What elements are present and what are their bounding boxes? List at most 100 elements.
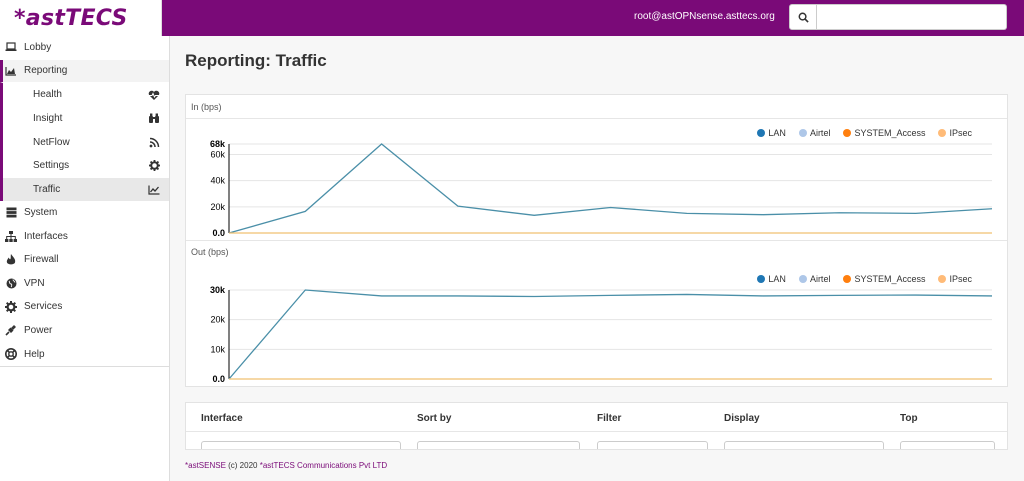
heartbeat-icon [148,89,160,101]
legend-dot [843,275,852,283]
legend-label: Airtel [809,274,831,284]
y-tick-label: 0.0 [212,374,225,384]
legend-item-airtel[interactable]: Airtel [798,128,831,138]
area-chart-icon [5,65,17,77]
sidebar-item-health[interactable]: Health [0,83,169,107]
sidebar-item-label: Traffic [33,183,61,195]
sidebar-item-label: System [24,206,58,218]
user-email-link[interactable]: root@astOPNsense.asttecs.org [634,11,775,22]
legend-item-ipsec[interactable]: IPsec [938,128,972,138]
search-input[interactable] [817,4,1007,30]
series-line-lan [228,289,993,380]
legend-dot [798,275,807,283]
sidebar-item-label: Firewall [24,254,59,266]
y-tick-label: 20k [210,202,225,212]
series-line-lan [228,143,993,234]
filter-header-top: Top [900,413,918,424]
y-tick-label: 40k [210,176,225,186]
legend-dot [938,129,947,137]
sidebar-item-help[interactable]: Help [0,343,169,367]
sidebar-item-power[interactable]: Power [0,319,169,343]
life-ring-icon [5,348,17,361]
legend-item-system-access[interactable]: SYSTEM_Access [843,274,925,284]
out-traffic-chart: 0.0 10k 20k 30k [210,285,993,384]
sidebar-item-firewall[interactable]: Firewall [0,248,169,272]
sidebar-item-label: Insight [33,113,63,125]
footer-company-link[interactable]: *astTECS Communications Pvt LTD [259,461,388,470]
search-button[interactable] [789,4,817,30]
logo[interactable]: *astTECS [0,0,162,36]
sidebar-item-services[interactable]: Services [0,296,169,320]
y-tick-label: 68k [210,139,226,149]
top-header: *astTECS root@astOPNsense.asttecs.org [0,0,1024,36]
out-chart-label: Out (bps) [191,247,229,257]
binoculars-icon [148,113,160,125]
filter-input[interactable] [597,441,708,449]
legend-label: Airtel [809,128,831,138]
legend-dot [757,275,766,283]
logo-text: *astTECS [14,5,128,31]
y-tick-label: 30k [210,285,226,295]
y-tick-label: 20k [210,315,225,325]
display-select[interactable] [724,441,884,449]
sidebar-item-netflow[interactable]: NetFlow [0,130,169,154]
in-chart-legend: LAN Airtel SYSTEM_Access IPsec [744,128,972,138]
legend-item-ipsec[interactable]: IPsec [938,274,972,284]
fire-icon [5,253,17,266]
globe-icon [5,277,17,289]
sidebar-item-settings[interactable]: Settings [0,153,169,178]
legend-label: IPsec [949,128,972,138]
plug-icon [5,324,17,336]
in-chart-label: In (bps) [191,102,222,112]
top-select[interactable] [900,441,995,449]
filter-header-sort-by: Sort by [417,413,452,424]
sidebar-item-label: Services [24,301,63,313]
sidebar-item-label: Lobby [24,41,52,53]
filter-panel: Interface Sort by Filter Display Top [185,402,1008,450]
sidebar-item-reporting[interactable]: Reporting [0,59,169,84]
sidebar-divider [0,366,169,367]
sidebar-item-interfaces[interactable]: Interfaces [0,225,169,249]
sidebar-item-label: Power [24,324,53,336]
sidebar: Lobby Reporting Health Insight NetFlow S… [0,36,170,481]
legend-label: IPsec [949,274,972,284]
sidebar-item-label: Reporting [24,65,68,77]
legend-item-lan[interactable]: LAN [757,128,786,138]
sidebar-item-lobby[interactable]: Lobby [0,36,169,60]
sidebar-item-insight[interactable]: Insight [0,106,169,131]
y-tick-label: 10k [210,344,225,354]
rss-icon [148,136,160,148]
filter-header-interface: Interface [201,413,243,424]
legend-label: SYSTEM_Access [854,128,926,138]
divider [186,118,1007,119]
y-tick-label: 0.0 [212,228,225,238]
footer-copyright: (c) 2020 [225,461,260,470]
server-icon [5,206,17,218]
line-chart-icon [148,184,160,196]
sidebar-item-label: Health [33,89,62,101]
sidebar-item-traffic[interactable]: Traffic [0,177,169,202]
traffic-chart-panel: In (bps) LAN Airtel SYSTEM_Access IPsec … [185,94,1008,387]
sidebar-item-system[interactable]: System [0,201,169,225]
footer-brand-link[interactable]: *astSENSE [185,461,226,470]
legend-label: LAN [768,128,786,138]
sort-by-select[interactable] [417,441,580,449]
out-chart-legend: LAN Airtel SYSTEM_Access IPsec [744,274,972,284]
legend-item-lan[interactable]: LAN [757,274,786,284]
legend-dot [798,129,807,137]
divider [186,431,1007,432]
legend-label: SYSTEM_Access [854,274,926,284]
legend-item-system-access[interactable]: SYSTEM_Access [843,128,925,138]
cog-icon [148,160,160,172]
legend-item-airtel[interactable]: Airtel [798,274,831,284]
laptop-icon [5,41,17,53]
filter-header-display: Display [724,413,760,424]
interface-select[interactable] [201,441,401,449]
y-tick-label: 60k [210,149,225,159]
sidebar-item-label: Help [24,348,45,360]
legend-label: LAN [768,274,786,284]
sidebar-item-vpn[interactable]: VPN [0,272,169,296]
legend-dot [757,129,766,137]
legend-dot [843,129,852,137]
